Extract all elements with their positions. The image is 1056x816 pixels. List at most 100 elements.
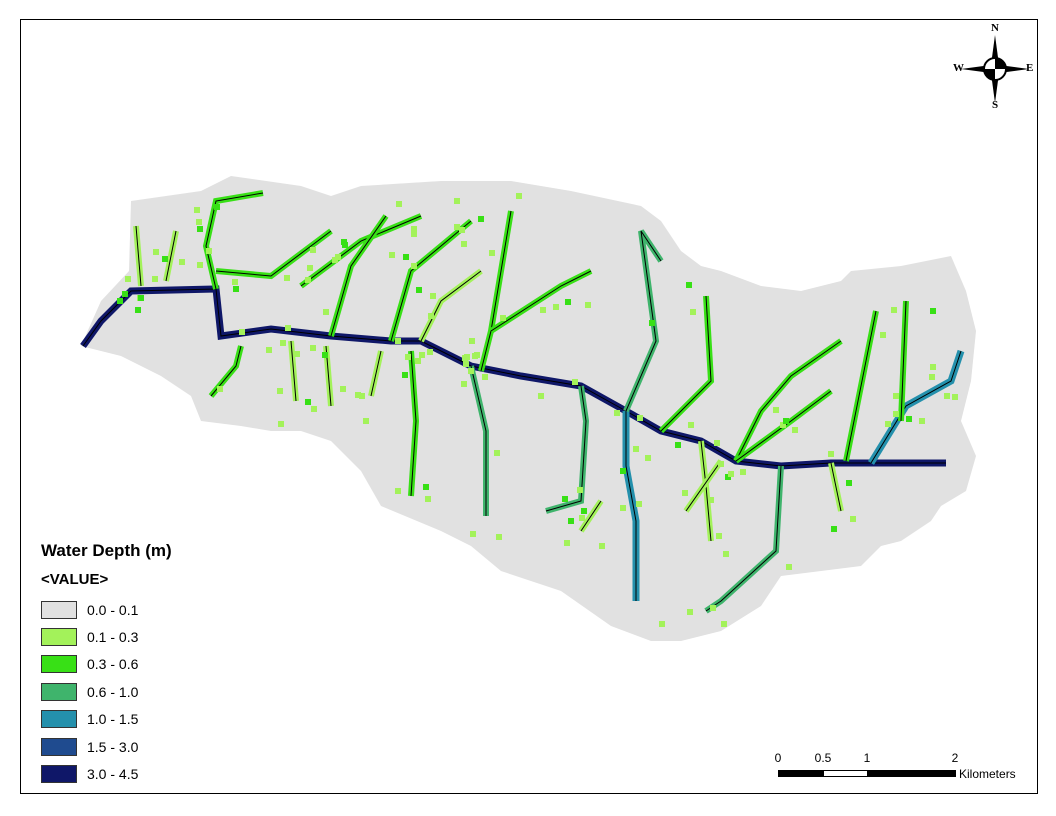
depth-cell <box>708 497 714 503</box>
depth-cell <box>620 505 626 511</box>
depth-cell <box>585 302 591 308</box>
depth-cell <box>396 201 402 207</box>
depth-cell <box>636 501 642 507</box>
depth-cell <box>310 345 316 351</box>
legend-title: Water Depth (m) <box>41 541 172 560</box>
legend-swatch <box>41 737 77 756</box>
depth-cell <box>359 393 365 399</box>
depth-cell <box>462 355 468 361</box>
depth-cell <box>463 361 469 367</box>
depth-cell <box>780 422 786 428</box>
depth-cell <box>893 411 899 417</box>
depth-cell <box>482 374 488 380</box>
depth-cell <box>893 393 899 399</box>
depth-cell <box>277 388 283 394</box>
legend-swatch <box>41 628 77 647</box>
depth-cell <box>690 309 696 315</box>
depth-cell <box>425 496 431 502</box>
depth-cell <box>540 307 546 313</box>
stream-centerline <box>735 340 842 462</box>
legend-label: 1.5 - 3.0 <box>87 738 139 755</box>
depth-cell <box>153 249 159 255</box>
legend-swatch <box>41 710 77 729</box>
map-frame: Water Depth (m) <VALUE> 0.0 - 0.1 0.1 - 0… <box>20 19 1038 794</box>
depth-cell <box>454 198 460 204</box>
depth-cell <box>885 421 891 427</box>
depth-cell <box>266 347 272 353</box>
depth-cell <box>280 340 286 346</box>
depth-cell <box>579 515 585 521</box>
depth-cell <box>468 368 474 374</box>
depth-cell <box>687 609 693 615</box>
depth-cell <box>395 338 401 344</box>
depth-cell <box>310 247 316 253</box>
stream-centerline <box>735 390 832 462</box>
stream-centerline <box>625 411 637 601</box>
depth-cell <box>728 471 734 477</box>
depth-cell <box>721 621 727 627</box>
stream-centerline <box>545 385 587 512</box>
legend-label: 1.0 - 1.5 <box>87 711 139 728</box>
stream-centerline <box>215 230 332 277</box>
stream-centerline <box>470 365 487 516</box>
scale-segment-2 <box>823 770 868 777</box>
stream-centerline <box>490 270 592 332</box>
depth-cell <box>461 241 467 247</box>
depth-cell <box>430 293 436 299</box>
depth-cell <box>659 621 665 627</box>
depth-cell <box>416 287 422 293</box>
stream-centerline <box>830 462 842 512</box>
legend: Water Depth (m) <VALUE> 0.0 - 0.1 0.1 - 0… <box>41 541 172 788</box>
depth-cell <box>649 320 655 326</box>
legend-label: 3.0 - 4.5 <box>87 766 139 783</box>
legend-item: 0.1 - 0.3 <box>41 623 172 650</box>
depth-cell <box>214 204 220 210</box>
legend-label: 0.0 - 0.1 <box>87 601 139 618</box>
depth-cell <box>197 226 203 232</box>
depth-cell <box>342 242 348 248</box>
scale-tick-2: 2 <box>951 751 959 765</box>
depth-cell <box>496 534 502 540</box>
watershed-area <box>81 176 976 641</box>
depth-cell <box>363 418 369 424</box>
depth-cell <box>850 516 856 522</box>
depth-cell <box>581 508 587 514</box>
depth-cell <box>395 488 401 494</box>
stream-centerline <box>370 350 382 397</box>
legend-item: 0.3 - 0.6 <box>41 651 172 678</box>
depth-cell <box>568 518 574 524</box>
legend-label: 0.3 - 0.6 <box>87 656 139 673</box>
depth-cell <box>239 329 245 335</box>
depth-cell <box>179 259 185 265</box>
depth-cell <box>125 276 131 282</box>
depth-cell <box>117 298 123 304</box>
depth-cell <box>792 427 798 433</box>
depth-cell <box>930 364 936 370</box>
depth-cell <box>194 207 200 213</box>
stream-centerline <box>580 500 602 532</box>
stream-centerline <box>685 460 722 512</box>
depth-cell <box>278 421 284 427</box>
stream-centerline <box>845 310 877 462</box>
depth-cell <box>880 332 886 338</box>
depth-cell <box>929 374 935 380</box>
depth-cell <box>718 461 724 467</box>
depth-cell <box>516 193 522 199</box>
depth-cell <box>675 442 681 448</box>
depth-cell <box>323 309 329 315</box>
depth-cell <box>553 304 559 310</box>
depth-cell <box>206 248 212 254</box>
depth-cell <box>470 531 476 537</box>
depth-cell <box>633 446 639 452</box>
depth-cell <box>952 394 958 400</box>
legend-item: 0.0 - 0.1 <box>41 596 172 623</box>
scale-unit-label: Kilometers <box>959 767 1016 781</box>
depth-cell <box>411 226 417 232</box>
depth-cell <box>284 275 290 281</box>
depth-cell <box>233 286 239 292</box>
depth-cell <box>688 422 694 428</box>
depth-cell <box>714 440 720 446</box>
depth-cell <box>332 257 338 263</box>
compass-north: N <box>991 22 999 34</box>
stream-centerline <box>290 340 297 402</box>
